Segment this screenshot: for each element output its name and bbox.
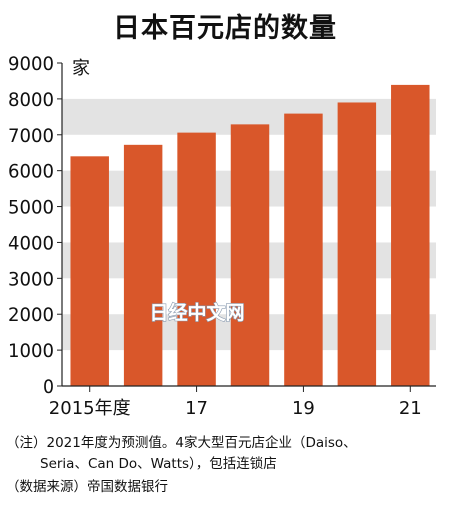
footnote-line-1: （注）2021年度为预测值。4家大型百元店企业（Daiso、 — [6, 435, 357, 451]
y-tick-label: 7000 — [8, 125, 54, 147]
x-tick-label: 19 — [292, 398, 315, 419]
axes — [57, 62, 436, 392]
chart-title: 日本百元店的数量 — [113, 13, 337, 44]
x-tick-label: 2015年度 — [49, 398, 131, 419]
y-tick-label: 5000 — [8, 197, 54, 219]
y-tick-label: 9000 — [8, 53, 54, 75]
bar — [337, 102, 377, 386]
bar — [70, 156, 109, 386]
y-tick-label: 0 — [43, 376, 54, 398]
bar — [391, 84, 430, 387]
footnote-line-2: Seria、Can Do、Watts），包括连锁店 — [40, 456, 277, 472]
y-tick-label: 8000 — [8, 89, 54, 111]
bar — [177, 132, 216, 386]
y-tick-label: 6000 — [8, 161, 54, 183]
y-tick-label: 1000 — [8, 340, 54, 362]
x-tick-label: 21 — [399, 398, 422, 419]
bar-chart: 0 1000 2000 3000 4000 5000 6000 7000 8000 9000 20… — [8, 53, 436, 419]
y-axis-unit-label: 家 — [72, 58, 90, 79]
y-tick-labels: 0 1000 2000 3000 4000 5000 6000 7000 8000 9000 — [8, 53, 54, 398]
y-tick-label: 2000 — [8, 304, 54, 326]
bars — [70, 84, 430, 387]
y-tick-label: 3000 — [8, 268, 54, 290]
watermark-text: 日经中文网 — [149, 301, 244, 324]
bar — [123, 144, 163, 386]
x-tick-label: 17 — [185, 398, 208, 419]
bar — [284, 113, 323, 386]
y-tick-label: 4000 — [8, 232, 54, 254]
source-note: （数据来源）帝国数据银行 — [6, 479, 168, 495]
bar — [230, 124, 270, 387]
x-tick-labels: 2015年度 17 19 21 — [49, 398, 422, 419]
